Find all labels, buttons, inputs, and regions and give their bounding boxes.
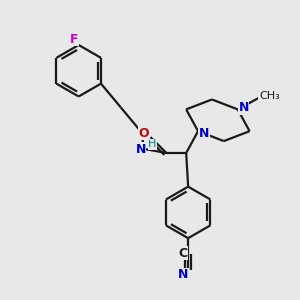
Text: N: N <box>199 127 209 140</box>
Text: N: N <box>238 101 249 114</box>
Text: F: F <box>70 32 78 46</box>
Text: N: N <box>135 142 146 155</box>
Text: CH₃: CH₃ <box>259 91 280 100</box>
Text: O: O <box>138 127 149 140</box>
Text: H: H <box>148 139 157 149</box>
Text: C: C <box>178 247 188 260</box>
Text: N: N <box>178 268 188 281</box>
